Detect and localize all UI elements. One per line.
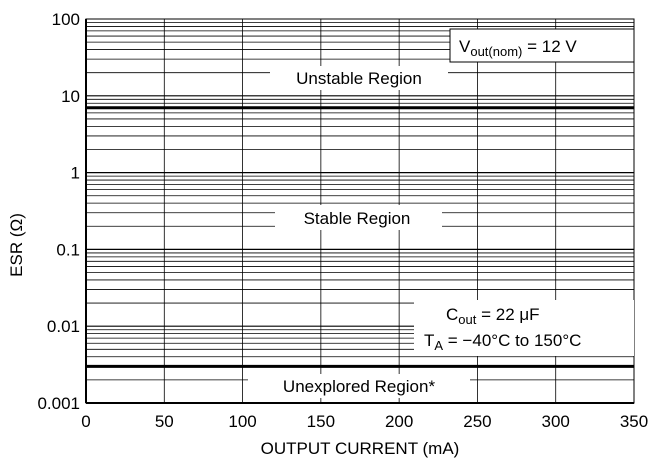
vout-rest: = 12 V — [522, 37, 577, 56]
x-tick-label: 50 — [155, 412, 174, 431]
plot-frame — [85, 18, 635, 404]
y-tick-label: 1 — [71, 164, 80, 183]
y-tick-labels: 0.001 0.01 0.1 1 10 100 — [37, 10, 80, 413]
cout-sub: out — [458, 312, 476, 327]
y-tick-label: 100 — [52, 10, 80, 29]
x-tick-label: 200 — [385, 412, 413, 431]
vout-box — [449, 28, 635, 63]
x-tick-label: 150 — [307, 412, 335, 431]
cout-rest: = 22 μF — [476, 305, 539, 324]
y-tick-label: 0.001 — [37, 394, 80, 413]
unexplored-region-label: Unexplored Region* — [283, 377, 436, 396]
vout-sub: out(nom) — [470, 44, 522, 59]
x-axis-label: OUTPUT CURRENT (mA) — [261, 439, 460, 458]
x-tick-label: 100 — [228, 412, 256, 431]
ta-label: TA = −40°C to 150°C — [424, 331, 581, 353]
y-tick-label: 0.1 — [56, 240, 80, 259]
unstable-region-annotation: Unstable Region — [270, 66, 448, 90]
ta-rest: = −40°C to 150°C — [443, 331, 581, 350]
unexplored-label-box — [248, 374, 470, 398]
y-tick-label: 10 — [61, 87, 80, 106]
x-tick-label: 350 — [620, 412, 648, 431]
x-tick-label: 250 — [463, 412, 491, 431]
vout-main: V — [459, 37, 471, 56]
unexplored-region-annotation: Unexplored Region* — [248, 374, 470, 398]
x-tick-labels: 0 50 100 150 200 250 300 350 — [81, 412, 648, 431]
conditions-annotation: Cout = 22 μF TA = −40°C to 150°C — [414, 300, 634, 356]
y-tick-label: 0.01 — [47, 317, 80, 336]
ta-sub: A — [434, 338, 443, 353]
x-tick-label: 300 — [542, 412, 570, 431]
cout-label: Cout = 22 μF — [446, 305, 540, 327]
conditions-box — [414, 300, 634, 356]
stable-region-annotation: Stable Region — [275, 205, 442, 230]
unstable-region-label: Unstable Region — [296, 69, 422, 88]
unstable-label-box — [270, 66, 448, 90]
vout-label: Vout(nom) = 12 V — [459, 37, 577, 59]
stable-region-label: Stable Region — [304, 209, 411, 228]
y-axis-label: ESR (Ω) — [7, 213, 26, 277]
ta-main: T — [424, 331, 434, 350]
x-tick-label: 0 — [81, 412, 90, 431]
cout-main: C — [446, 305, 458, 324]
vout-annotation: Vout(nom) = 12 V — [449, 28, 635, 63]
series-layer — [86, 106, 634, 368]
stable-label-box — [275, 205, 442, 230]
